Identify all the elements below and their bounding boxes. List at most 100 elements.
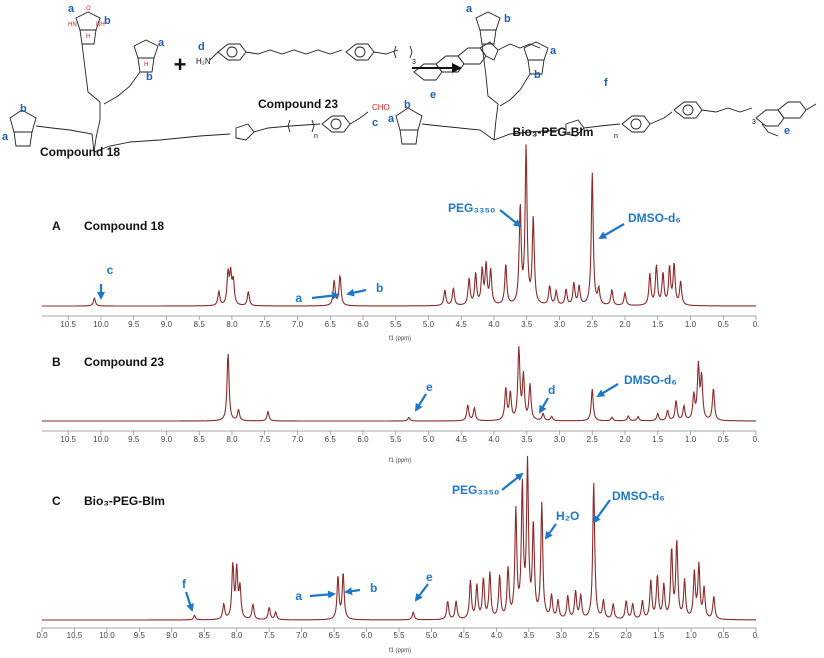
x-tick-label: 8.0 [226,320,238,329]
x-tick-label: 8.5 [194,435,206,444]
biotin-atom-labels: O NH HN H H [68,6,148,68]
amine-label: H₂N [196,57,211,66]
x-tick-label: 10.0 [99,631,115,640]
x-tick-label: 8.0 [226,435,238,444]
peak-annotation-arrow [184,591,194,612]
x-tick-label: 0.5 [718,435,730,444]
x-tick-label: 4.5 [456,435,468,444]
proton-b-prod-mid: b [534,69,541,81]
biotin-hn-label: HN [68,22,77,28]
x-tick-label: 6.0 [357,320,369,329]
peak-annotation-arrow [346,288,367,297]
proton-a-prod-mid: a [550,45,557,57]
biotin-nh-label: NH [96,22,105,28]
x-tick-label: 10.0 [93,435,109,444]
peak-annotation-label: H₂O [556,509,579,523]
proton-e-c23: e [430,89,436,101]
x-tick-label: 5.5 [390,320,402,329]
peak-annotation-arrow [309,590,336,599]
x-tick-label: 3.0 [556,631,568,640]
x-tick-label: 8.5 [199,631,211,640]
panel-title: Compound 23 [84,355,164,369]
spectrum-panel-c: C Bio₃-PEG-BIm 0.0 10.5 10.0 9.5 9.0 8.5 8.0 7.5 7… [36,455,759,654]
panel-title: Bio₃-PEG-BIm [84,494,165,508]
peak-annotation-label: DMSO-d₆ [624,373,677,387]
peak-annotation-arrow [414,583,429,602]
x-tick-label: 3.5 [523,631,535,640]
x-tick-label: 2.5 [588,631,600,640]
peak-annotation-label: e [426,380,433,394]
panel-title: Compound 18 [84,219,164,233]
x-tick-label: 1.5 [652,320,664,329]
proton-a-prod-left: a [388,113,395,125]
x-tick-label: 4.0 [488,320,500,329]
spectrum-panel-a: A Compound 18 10.5 10.0 9.5 9.0 8.5 8.0 7.5 7.0 6.… [42,144,759,342]
peak-annotation-arrow [501,472,524,491]
peak-annotation-label: PEG₃₃₅₀ [452,483,499,497]
x-tick-label: 5.5 [390,435,402,444]
peak-annotation-arrow [544,523,557,540]
peak-annotation-label: d [548,383,555,397]
repeat-count-product: 3 [752,119,756,126]
proton-b-prod-top: b [504,13,511,25]
x-tick-label: 10.5 [60,435,76,444]
x-tick-label: 6.5 [329,631,341,640]
x-tick-label: 0.5 [718,320,730,329]
reaction-arrowhead [452,63,462,73]
proton-f-prod: f [604,77,608,89]
product-structure [395,11,817,145]
compound-18-label: Compound 18 [40,145,120,159]
x-tick-label: 6.0 [361,631,373,640]
x-tick-label: 3.5 [521,320,533,329]
proton-a-c18-left: a [2,131,9,143]
x-tick-label: 2.5 [587,435,599,444]
peak-annotation-arrow [596,383,619,398]
x-axis-label: f1 (ppm) [389,648,411,654]
x-tick-label: 5.0 [423,435,435,444]
peg-repeat-left: n [314,133,318,140]
peak-annotation-label: e [426,570,433,584]
peak-annotation-label: b [370,581,377,595]
peak-annotation-arrow [499,209,522,228]
spectrum-panel-b: B Compound 23 10.5 10.0 9.5 9.0 8.5 8.0 7.5 7.0 6.… [42,346,759,464]
x-tick-label: 0. [753,435,760,444]
proton-b-c18-left: b [20,103,27,115]
proton-a-c18-top: a [68,3,75,15]
x-tick-label: 2.5 [587,320,599,329]
x-tick-label: 7.0 [292,320,304,329]
proton-c-c18: c [372,117,378,129]
spectrum-line [42,346,756,422]
x-tick-label: 7.0 [292,435,304,444]
x-axis-label: f1 (ppm) [389,458,411,464]
compound-18-structure [9,11,369,153]
proton-e-prod: e [784,125,790,137]
peak-annotation-arrow [598,223,625,240]
spectrum-line [42,144,756,307]
proton-a-c18-mid: a [158,37,165,49]
x-tick-label: 7.5 [264,631,276,640]
x-tick-label: 3.0 [554,435,566,444]
x-tick-label: 0.0 [36,631,48,640]
spectrum-line [42,455,756,621]
panel-letter: C [52,494,61,508]
peak-annotation-label: b [376,281,383,295]
x-tick-label: 4.0 [491,631,503,640]
peak-annotation-arrow [592,499,611,524]
x-tick-label: 10.5 [67,631,83,640]
proton-b-c18-top: b [104,15,111,27]
x-tick-label: 2.0 [619,320,631,329]
biotin-h-label-2: H [144,62,148,68]
x-tick-label: 9.5 [128,435,140,444]
x-tick-label: 9.5 [128,320,140,329]
x-tick-label: 4.5 [458,631,470,640]
x-tick-label: 5.5 [393,631,405,640]
product-label: Bio₃-PEG-BIm [513,125,594,139]
x-tick-label: 7.0 [296,631,308,640]
x-tick-label: 10.0 [93,320,109,329]
biotin-h-label-1: H [86,34,90,40]
proton-letter-labels: a b a b b a c d e a b a b b a f e [2,3,790,143]
x-tick-label: 9.0 [166,631,178,640]
biotin-o-label: O [86,6,91,12]
x-tick-label: 5.0 [423,320,435,329]
